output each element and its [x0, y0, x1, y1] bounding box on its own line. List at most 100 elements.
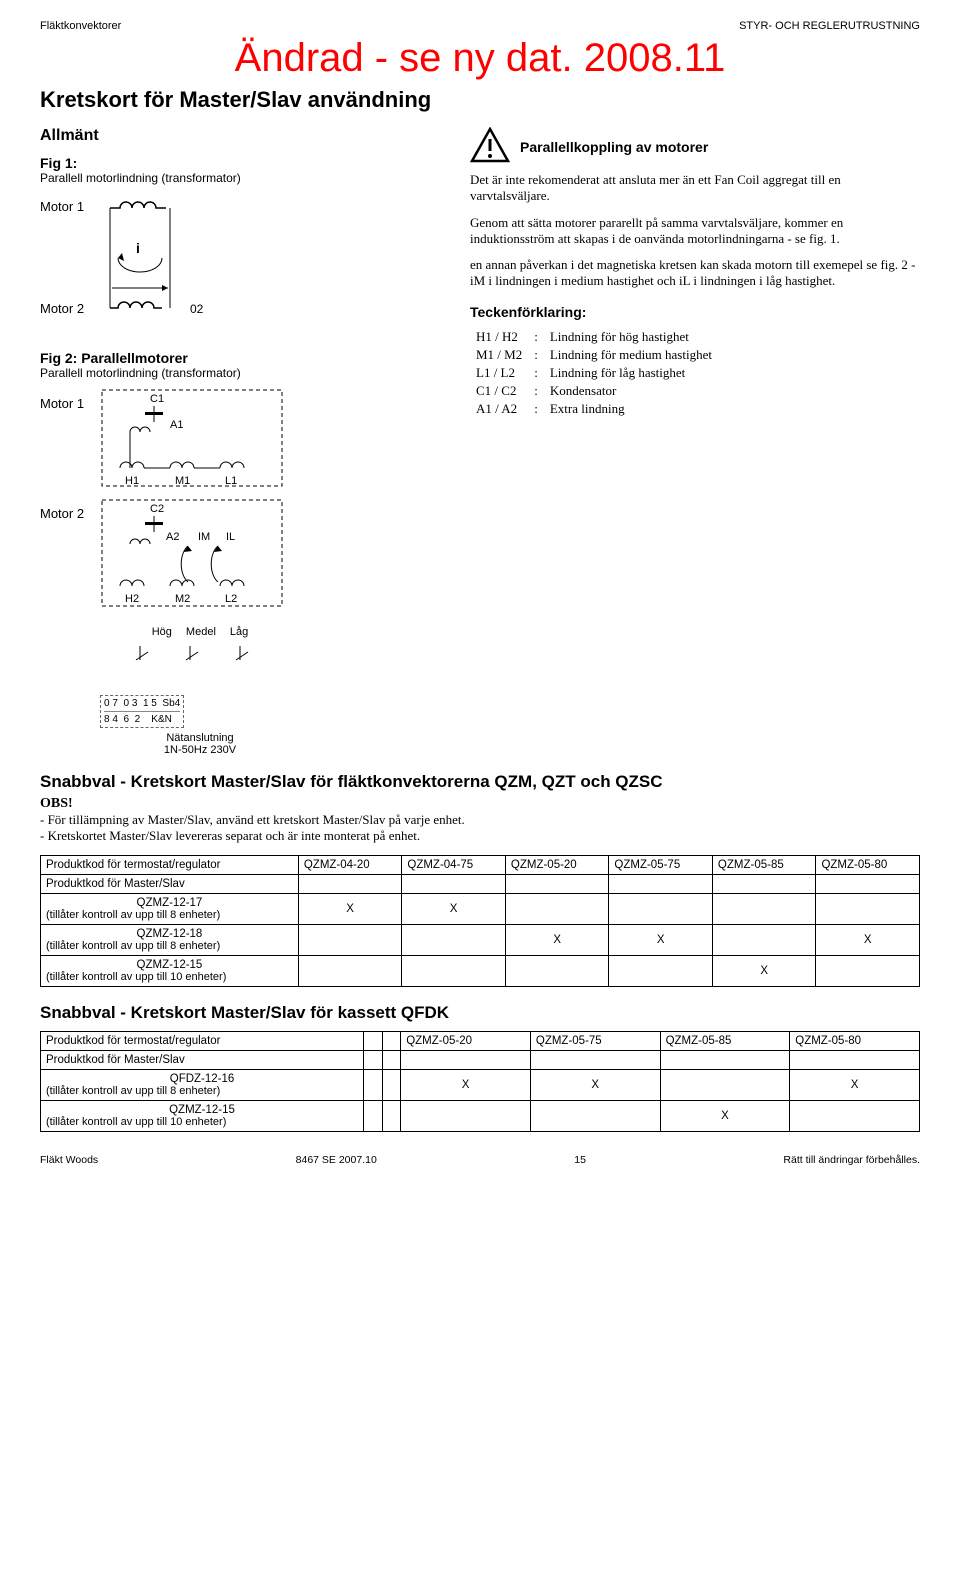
s1-col-1: QZMZ-04-75 — [402, 855, 506, 874]
footer-right: Rätt till ändringar förbehålles. — [783, 1154, 920, 1166]
s1-col-0: QZMZ-04-20 — [298, 855, 402, 874]
speed-medel: Medel — [186, 626, 216, 638]
s2-col-3: QZMZ-05-80 — [790, 1031, 920, 1050]
snabbval2-table: Produktkod för termostat/regulator QZMZ-… — [40, 1031, 920, 1132]
table-row-label: QZMZ-12-15(tillåter kontroll av upp till… — [41, 1100, 364, 1131]
svg-text:H2: H2 — [125, 593, 139, 605]
fig1-label: Fig 1: — [40, 155, 440, 171]
table-cell: X — [298, 893, 402, 924]
legend-key: A1 / A2 — [470, 400, 528, 418]
s1-col-5: QZMZ-05-80 — [816, 855, 920, 874]
fig2-motor1-label: Motor 1 — [40, 388, 92, 411]
table-cell — [816, 893, 920, 924]
header-left: Fläktkonvektorer — [40, 20, 121, 32]
snabbval1-heading: Snabbval - Kretskort Master/Slav för flä… — [40, 772, 920, 792]
table-cell: X — [712, 955, 816, 986]
warning-icon — [470, 127, 510, 166]
s2-colhead: Produktkod för termostat/regulator — [41, 1031, 364, 1050]
fig2-motor2-svg: C2 A2 IM IL H2 M2 — [100, 498, 310, 608]
legend-table: H1 / H2:Lindning för hög hastighetM1 / M… — [470, 328, 718, 418]
obs-label: OBS! — [40, 796, 920, 812]
legend-val: Extra lindning — [544, 400, 718, 418]
snabbval1-note2: - Kretskortet Master/Slav levereras sepa… — [40, 828, 920, 844]
top-header: Fläktkonvektorer STYR- OCH REGLERUTRUSTN… — [40, 20, 920, 32]
speed-hog: Hög — [152, 626, 172, 638]
fig1-i: i — [136, 240, 140, 256]
table-cell — [505, 893, 609, 924]
fig2-motor2-label: Motor 2 — [40, 498, 92, 521]
speed-labels: Hög Medel Låg — [100, 626, 300, 638]
red-title: Ändrad - se ny dat. 2008.11 — [40, 36, 920, 81]
s2-rowhead2: Produktkod för Master/Slav — [41, 1050, 364, 1069]
svg-text:C2: C2 — [150, 503, 164, 515]
table-cell — [530, 1100, 660, 1131]
fig1-o2: 02 — [190, 302, 204, 316]
table-cell — [712, 924, 816, 955]
footer-center: 8467 SE 2007.10 — [296, 1154, 377, 1166]
snabbval1-note1: - För tillämpning av Master/Slav, använd… — [40, 812, 920, 828]
legend-key: H1 / H2 — [470, 328, 528, 346]
s1-colhead: Produktkod för termostat/regulator — [41, 855, 299, 874]
s1-col-3: QZMZ-05-75 — [609, 855, 713, 874]
fig2-label: Fig 2: Parallellmotorer — [40, 350, 440, 366]
net-label: Nätanslutning 1N-50Hz 230V — [100, 732, 300, 756]
svg-text:IL: IL — [226, 531, 235, 543]
legend-val: Lindning för låg hastighet — [544, 364, 718, 382]
table-cell: X — [402, 893, 506, 924]
s1-col-4: QZMZ-05-85 — [712, 855, 816, 874]
table-cell — [401, 1100, 531, 1131]
snabbval2-heading: Snabbval - Kretskort Master/Slav för kas… — [40, 1003, 920, 1023]
table-cell — [816, 955, 920, 986]
svg-text:L1: L1 — [225, 475, 237, 487]
legend-val: Lindning för medium hastighet — [544, 346, 718, 364]
header-right: STYR- OCH REGLERUTRUSTNING — [739, 20, 920, 32]
fig2-sub: Parallell motorlindning (transformator) — [40, 366, 440, 380]
footer-page: 15 — [574, 1154, 586, 1166]
table-cell — [298, 924, 402, 955]
table-cell — [712, 893, 816, 924]
svg-text:M2: M2 — [175, 593, 190, 605]
svg-text:M1: M1 — [175, 475, 190, 487]
table-cell: X — [790, 1069, 920, 1100]
snabbval1-table: Produktkod för termostat/regulator QZMZ-… — [40, 855, 920, 987]
svg-text:H1: H1 — [125, 475, 139, 487]
legend-heading: Teckenförklaring: — [470, 304, 920, 320]
svg-text:A1: A1 — [170, 419, 183, 431]
table-cell — [609, 955, 713, 986]
fig1-sub: Parallell motorlindning (transformator) — [40, 171, 440, 185]
s2-col-2: QZMZ-05-85 — [660, 1031, 790, 1050]
table-cell — [402, 924, 506, 955]
footer: Fläkt Woods 8467 SE 2007.10 15 Rätt till… — [40, 1154, 920, 1166]
table-cell — [660, 1069, 790, 1100]
svg-text:L2: L2 — [225, 593, 237, 605]
legend-key: C1 / C2 — [470, 382, 528, 400]
svg-text:A2: A2 — [166, 531, 179, 543]
warning-body3: en annan påverkan i det magnetiska krets… — [470, 257, 920, 290]
fig2-motor1-svg: C1 A1 H1 M1 L1 — [100, 388, 310, 488]
table-cell: X — [609, 924, 713, 955]
fig1-motor1-label: Motor 1 — [40, 199, 84, 214]
legend-val: Kondensator — [544, 382, 718, 400]
warning-title: Parallellkoppling av motorer — [520, 127, 708, 155]
left-column: Allmänt Fig 1: Parallell motorlindning (… — [40, 127, 440, 756]
table-row-label: QZMZ-12-15(tillåter kontroll av upp till… — [41, 955, 299, 986]
svg-text:IM: IM — [198, 531, 210, 543]
warning-body2: Genom att sätta motorer pararellt på sam… — [470, 215, 920, 248]
svg-text:C1: C1 — [150, 393, 164, 405]
table-cell — [402, 955, 506, 986]
s1-col-2: QZMZ-05-20 — [505, 855, 609, 874]
table-cell — [298, 955, 402, 986]
fig2-diagram: Motor 1 C1 A1 H1 M1 L1 — [40, 388, 440, 756]
table-cell: X — [660, 1100, 790, 1131]
table-row-label: QZMZ-12-18(tillåter kontroll av upp till… — [41, 924, 299, 955]
warning-body1: Det är inte rekomenderat att ansluta mer… — [470, 172, 920, 205]
fig1-motor2-label: Motor 2 — [40, 301, 84, 316]
table-cell — [505, 955, 609, 986]
speed-lag: Låg — [230, 626, 248, 638]
s2-col-1: QZMZ-05-75 — [530, 1031, 660, 1050]
page-title: Kretskort för Master/Slav användning — [40, 87, 920, 113]
legend-key: M1 / M2 — [470, 346, 528, 364]
switch-svg — [100, 646, 280, 686]
s1-rowhead2: Produktkod för Master/Slav — [41, 874, 299, 893]
table-cell: X — [530, 1069, 660, 1100]
